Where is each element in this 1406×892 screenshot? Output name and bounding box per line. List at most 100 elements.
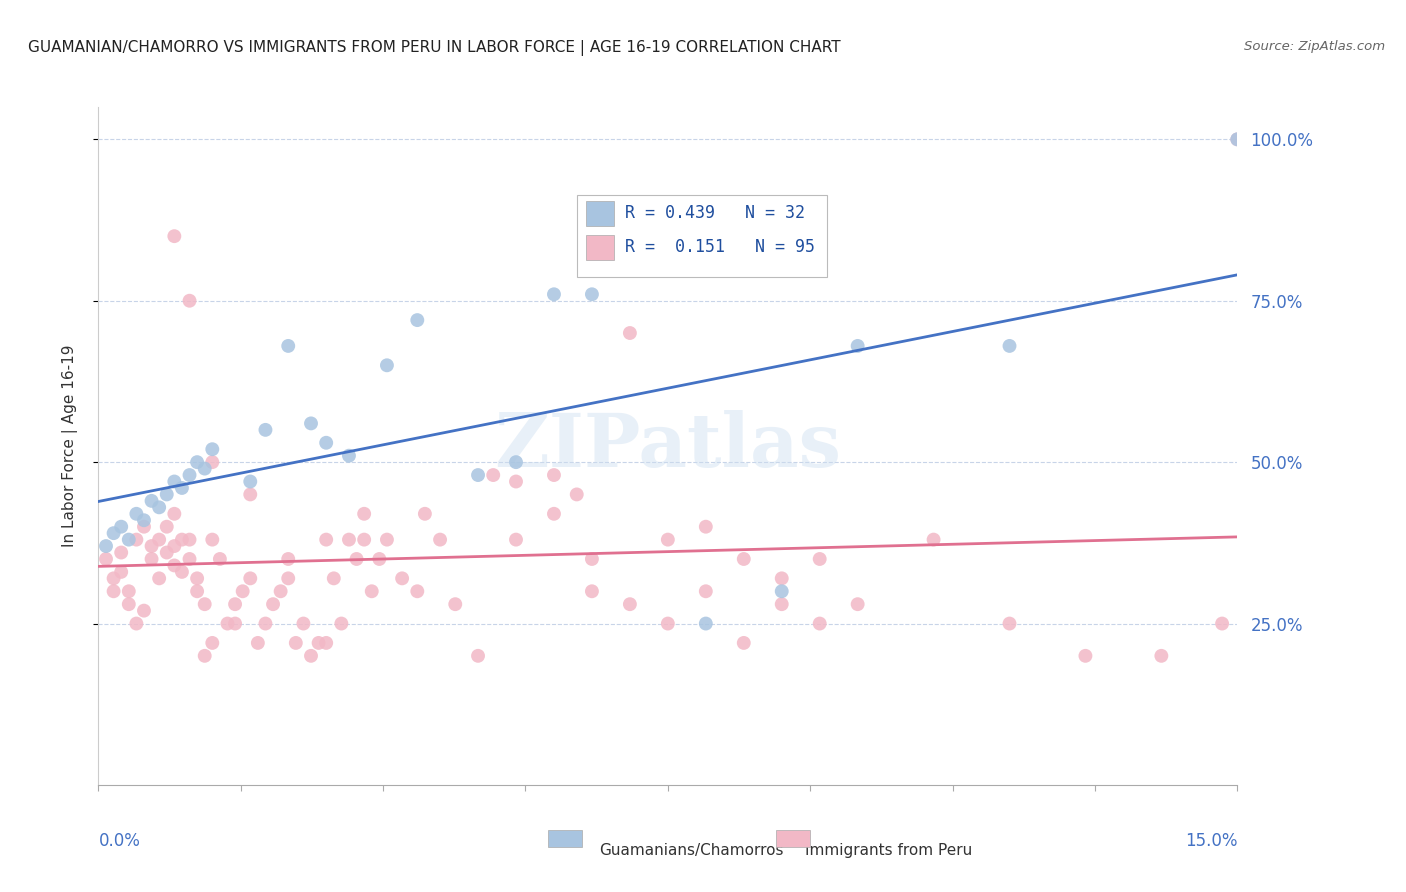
Point xyxy=(565,487,588,501)
Point xyxy=(141,539,163,553)
Point xyxy=(163,229,186,244)
Point xyxy=(429,533,451,547)
FancyBboxPatch shape xyxy=(776,830,810,847)
Point xyxy=(125,507,148,521)
Point xyxy=(581,287,603,301)
Point xyxy=(262,597,284,611)
Point xyxy=(406,584,429,599)
Point xyxy=(360,584,382,599)
Point xyxy=(217,616,239,631)
Point xyxy=(657,616,679,631)
Point xyxy=(246,636,269,650)
Point xyxy=(770,571,793,585)
Point xyxy=(103,584,125,599)
Point xyxy=(695,584,717,599)
Point xyxy=(1211,616,1233,631)
Text: Source: ZipAtlas.com: Source: ZipAtlas.com xyxy=(1244,40,1385,54)
Text: Guamanians/Chamorros: Guamanians/Chamorros xyxy=(599,843,785,857)
Point xyxy=(179,552,201,566)
Point xyxy=(505,455,527,469)
Point xyxy=(299,417,322,431)
Point xyxy=(110,519,132,533)
Point xyxy=(224,597,246,611)
Point xyxy=(1074,648,1097,663)
Point xyxy=(179,533,201,547)
Point xyxy=(118,533,141,547)
Point xyxy=(543,468,565,483)
FancyBboxPatch shape xyxy=(586,202,614,226)
Point xyxy=(141,552,163,566)
Point xyxy=(922,533,945,547)
Point xyxy=(375,533,398,547)
Point xyxy=(201,442,224,457)
Point xyxy=(467,648,489,663)
Point xyxy=(148,533,170,547)
Point xyxy=(619,597,641,611)
Point xyxy=(125,533,148,547)
Point xyxy=(170,533,193,547)
Point xyxy=(156,545,179,559)
Point xyxy=(148,571,170,585)
Point xyxy=(156,487,179,501)
Point xyxy=(657,533,679,547)
Point xyxy=(733,636,755,650)
Point xyxy=(770,584,793,599)
Point xyxy=(254,423,277,437)
Point xyxy=(186,584,208,599)
Text: R = 0.439   N = 32: R = 0.439 N = 32 xyxy=(624,204,804,222)
Point xyxy=(163,475,186,489)
Point xyxy=(194,648,217,663)
Point xyxy=(444,597,467,611)
Point xyxy=(308,636,330,650)
Point xyxy=(163,558,186,573)
Point xyxy=(110,565,132,579)
Point xyxy=(94,552,117,566)
Point xyxy=(846,339,869,353)
Point xyxy=(277,552,299,566)
Point xyxy=(201,533,224,547)
FancyBboxPatch shape xyxy=(576,195,827,277)
Point xyxy=(406,313,429,327)
Text: R =  0.151   N = 95: R = 0.151 N = 95 xyxy=(624,238,814,256)
Point xyxy=(337,449,360,463)
Point xyxy=(808,552,831,566)
Point xyxy=(179,293,201,308)
Point xyxy=(375,359,398,373)
Text: Immigrants from Peru: Immigrants from Peru xyxy=(804,843,972,857)
Point xyxy=(277,339,299,353)
Point xyxy=(239,487,262,501)
Point xyxy=(141,494,163,508)
Point xyxy=(581,552,603,566)
Point xyxy=(391,571,413,585)
Point xyxy=(239,475,262,489)
Point xyxy=(163,507,186,521)
Point xyxy=(254,616,277,631)
Point xyxy=(808,616,831,631)
Point xyxy=(998,616,1021,631)
Point xyxy=(299,648,322,663)
Point xyxy=(239,571,262,585)
Point xyxy=(132,604,155,618)
Y-axis label: In Labor Force | Age 16-19: In Labor Force | Age 16-19 xyxy=(62,344,77,548)
Point xyxy=(337,533,360,547)
Point xyxy=(619,326,641,340)
FancyBboxPatch shape xyxy=(586,235,614,260)
Point xyxy=(186,455,208,469)
Point xyxy=(346,552,368,566)
Point xyxy=(118,584,141,599)
Point xyxy=(846,597,869,611)
Point xyxy=(330,616,353,631)
Point xyxy=(94,539,117,553)
Text: ZIPatlas: ZIPatlas xyxy=(495,409,841,483)
Point xyxy=(695,616,717,631)
Point xyxy=(170,481,193,495)
Point xyxy=(163,539,186,553)
Point xyxy=(156,519,179,533)
Point xyxy=(315,636,337,650)
FancyBboxPatch shape xyxy=(548,830,582,847)
Point xyxy=(353,533,375,547)
Point xyxy=(118,597,141,611)
Point xyxy=(201,455,224,469)
Point xyxy=(505,475,527,489)
Point xyxy=(103,571,125,585)
